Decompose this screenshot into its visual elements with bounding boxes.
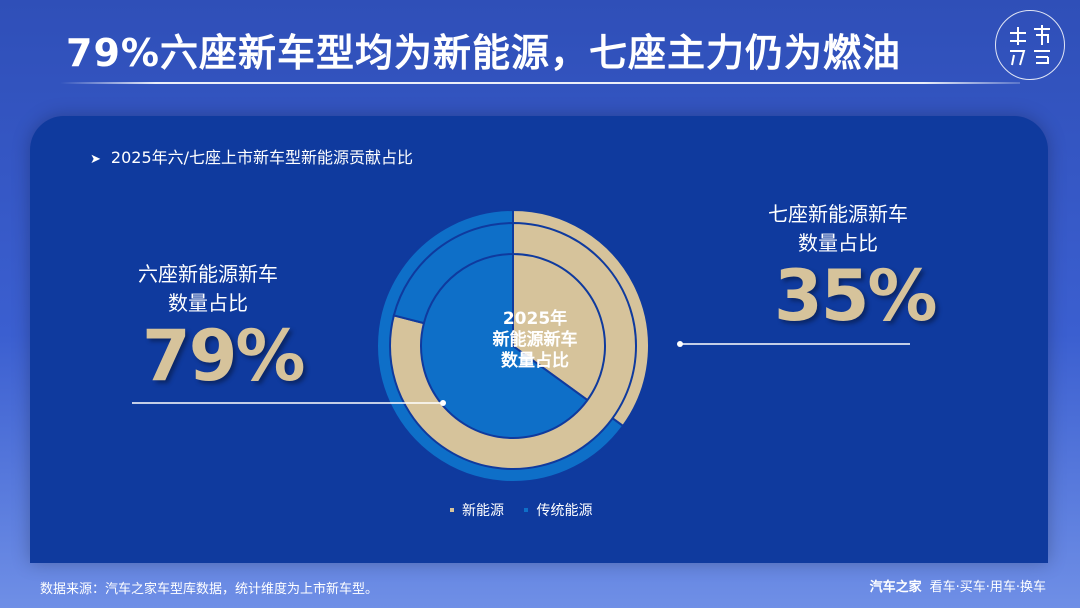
legend-item-nev: 新能源	[450, 500, 504, 520]
legend-label-traditional: 传统能源	[536, 503, 593, 519]
six-seat-value: 79%	[142, 315, 306, 397]
footer-brand-name: 汽车之家	[869, 580, 922, 595]
data-source-note: 数据来源：汽车之家车型库数据，统计维度为上市新车型。	[40, 582, 379, 597]
six-seat-nev-slice	[389, 221, 637, 470]
six-seat-traditional-slice	[392, 221, 514, 325]
chart-legend: 新能源 传统能源	[450, 500, 608, 520]
center-label-line2: 新能源新车	[492, 330, 578, 350]
six-seat-label-line2: 数量占比	[168, 291, 248, 315]
chart-subtitle-text: 2025年六/七座上市新车型新能源贡献占比	[110, 148, 414, 167]
legend-item-traditional: 传统能源	[524, 500, 592, 520]
legend-label-nev: 新能源	[462, 503, 504, 519]
right-connector-dot	[677, 341, 683, 347]
seven-seat-label-line2: 数量占比	[798, 231, 878, 255]
brand-logo	[995, 10, 1065, 80]
seven-seat-value: 35%	[774, 255, 938, 337]
arrow-right-icon: ➤	[90, 152, 101, 167]
logo-mark-icon	[1010, 25, 1050, 66]
donut-center-label: 2025年 新能源新车 数量占比	[460, 309, 610, 372]
chart-subtitle: ➤ 2025年六/七座上市新车型新能源贡献占比	[90, 144, 413, 168]
center-label-line1: 2025年	[502, 309, 568, 329]
footer-slogan: 看车·买车·用车·换车	[929, 580, 1046, 595]
center-label-line3: 数量占比	[501, 351, 569, 371]
seven-seat-label: 七座新能源新车 数量占比	[748, 200, 928, 258]
page-title: 79%六座新车型均为新能源，七座主力仍为燃油	[66, 31, 901, 75]
title-divider	[60, 82, 1020, 84]
legend-swatch-traditional	[524, 508, 529, 512]
legend-swatch-nev	[450, 508, 454, 512]
six-seat-label: 六座新能源新车 数量占比	[118, 260, 298, 318]
seven-seat-label-line1: 七座新能源新车	[768, 202, 908, 226]
left-connector-dot	[440, 400, 446, 406]
footer-brand: 汽车之家 看车·买车·用车·换车	[870, 576, 1046, 595]
six-seat-label-line1: 六座新能源新车	[138, 262, 278, 286]
